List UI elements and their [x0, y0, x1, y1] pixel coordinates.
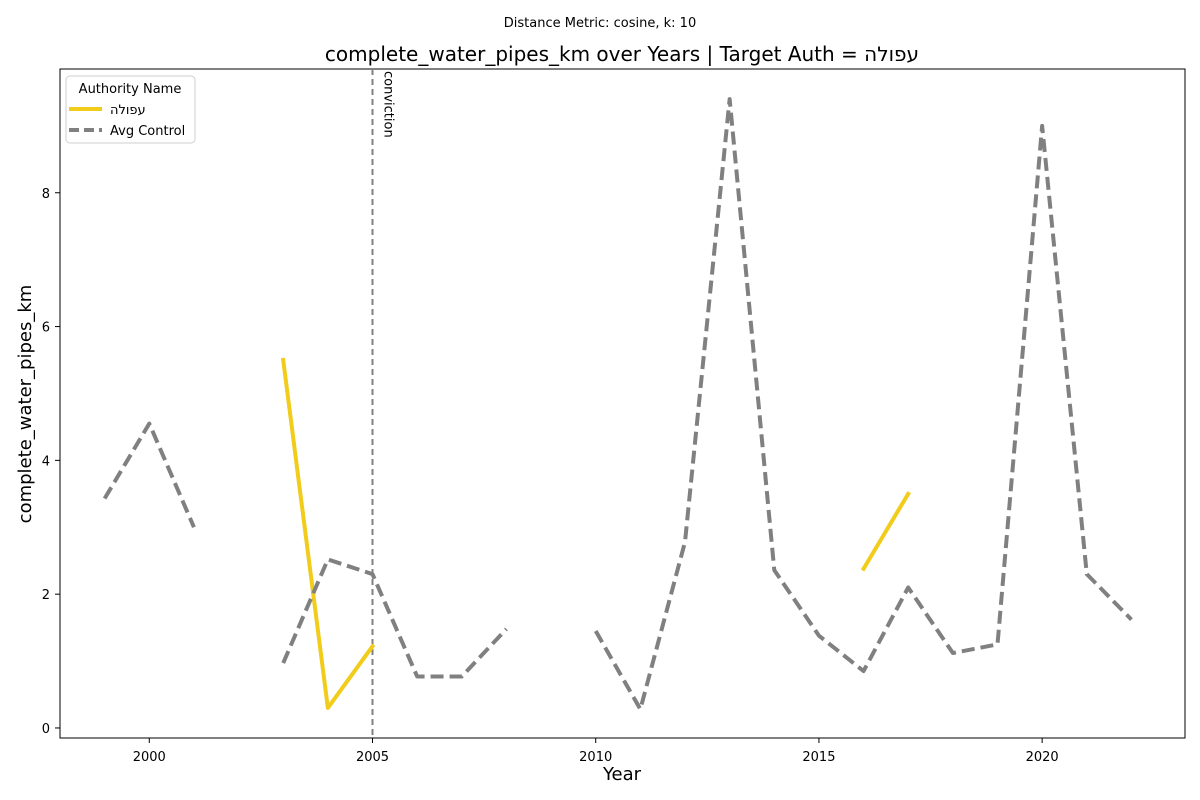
y-tick-label: 0 — [42, 722, 50, 737]
avg-control-line-segment — [593, 97, 1133, 712]
legend-label-target: עפולה — [110, 103, 146, 118]
y-tick-label: 8 — [42, 187, 50, 202]
chart-suptitle: Distance Metric: cosine, k: 10 — [504, 16, 696, 31]
legend: Authority Name עפולה Avg Control — [65, 75, 196, 144]
x-tick-label: 2020 — [1026, 750, 1059, 765]
x-tick-label: 2005 — [356, 750, 389, 765]
avg-control-line-segment — [281, 557, 508, 679]
target-line-segment — [280, 357, 376, 710]
x-tick-label: 2010 — [579, 750, 612, 765]
legend-title: Authority Name — [79, 82, 182, 97]
x-tick-label: 2015 — [802, 750, 835, 765]
plot-frame — [59, 68, 1186, 739]
x-axis-label: Year — [602, 764, 642, 785]
plot-area-group: 2000 2005 2010 2015 2020 0 2 4 6 8 conviction Autho… — [42, 68, 1186, 765]
chart-title: complete_water_pipes_km over Years | Tar… — [325, 42, 919, 66]
y-tick-label: 4 — [42, 454, 50, 469]
y-axis-label: complete_water_pipes_km — [15, 285, 36, 524]
target-line-segment — [860, 491, 911, 572]
y-tick-label: 6 — [42, 321, 50, 336]
conviction-label: conviction — [381, 71, 396, 138]
legend-label-avg-control: Avg Control — [110, 124, 185, 139]
avg-control-line-segment — [102, 421, 196, 529]
y-tick-label: 2 — [42, 588, 50, 603]
legend-box — [65, 75, 196, 144]
x-tick-label: 2000 — [133, 750, 166, 765]
